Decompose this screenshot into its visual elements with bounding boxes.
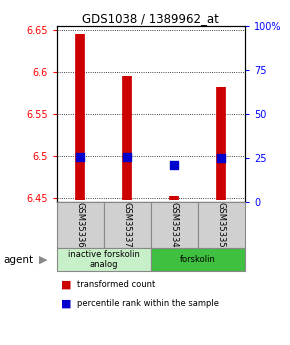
Text: GSM35334: GSM35334 bbox=[170, 202, 179, 248]
Text: ■: ■ bbox=[61, 280, 71, 289]
Text: GSM35337: GSM35337 bbox=[123, 202, 132, 248]
Text: forskolin: forskolin bbox=[180, 255, 216, 264]
Text: agent: agent bbox=[3, 255, 33, 265]
Point bbox=[125, 154, 130, 159]
Text: ■: ■ bbox=[61, 299, 71, 308]
Title: GDS1038 / 1389962_at: GDS1038 / 1389962_at bbox=[82, 12, 219, 25]
Text: inactive forskolin
analog: inactive forskolin analog bbox=[68, 250, 139, 269]
Text: transformed count: transformed count bbox=[77, 280, 155, 289]
Point bbox=[219, 156, 224, 161]
Text: GSM35335: GSM35335 bbox=[217, 202, 226, 248]
Text: GSM35336: GSM35336 bbox=[76, 202, 85, 248]
Text: percentile rank within the sample: percentile rank within the sample bbox=[77, 299, 219, 308]
Text: ▶: ▶ bbox=[39, 255, 48, 265]
Point bbox=[78, 154, 82, 159]
Point bbox=[172, 162, 177, 168]
